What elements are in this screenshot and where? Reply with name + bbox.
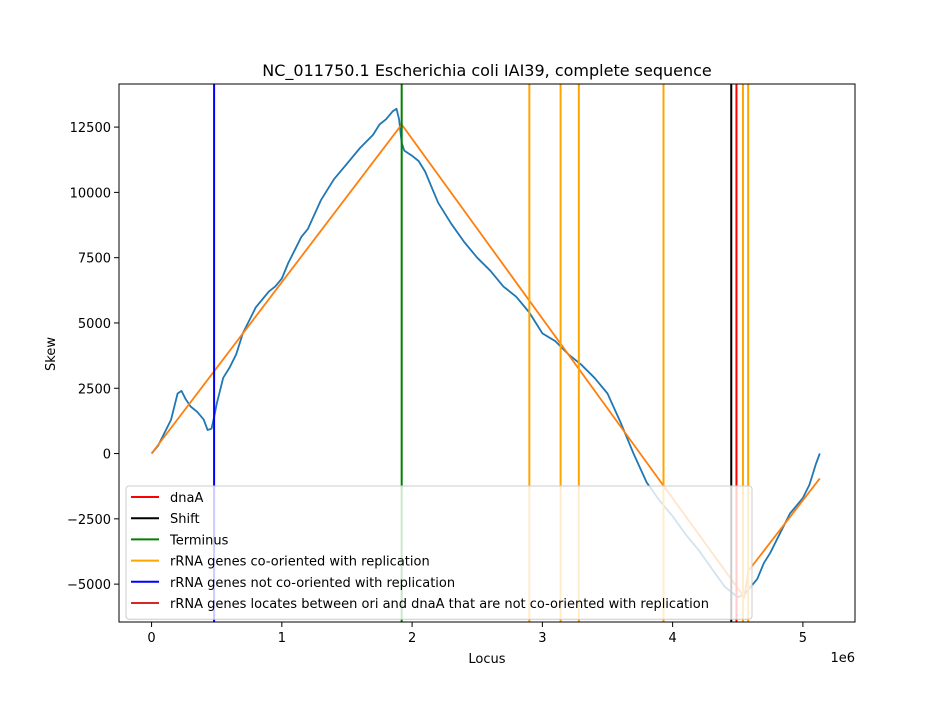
x-offset-label: 1e6 — [830, 651, 855, 666]
chart-title: NC_011750.1 Escherichia coli IAI39, comp… — [262, 61, 712, 81]
legend-label: rRNA genes locates between ori and dnaA … — [170, 597, 709, 612]
x-tick-label: 3 — [538, 631, 546, 646]
legend-label: rRNA genes not co-oriented with replicat… — [170, 576, 455, 591]
legend: dnaA Shift Terminus rRNA genes co-oriented … — [125, 485, 753, 620]
y-tick-label: 7500 — [78, 252, 111, 267]
x-axis: 0 1 2 3 4 5 — [147, 622, 807, 646]
x-tick-label: 4 — [668, 631, 676, 646]
x-axis-label: Locus — [468, 652, 505, 667]
x-tick-label: 5 — [799, 631, 807, 646]
legend-box — [125, 485, 753, 620]
x-tick-label: 1 — [278, 631, 286, 646]
x-tick-label: 2 — [408, 631, 416, 646]
legend-label: Shift — [170, 512, 200, 527]
legend-label: dnaA — [170, 491, 203, 506]
legend-label: rRNA genes co-oriented with replication — [170, 555, 430, 570]
y-tick-label: 5000 — [78, 317, 111, 332]
y-tick-label: 10000 — [70, 186, 111, 201]
legend-label: Terminus — [169, 533, 229, 548]
x-tick-label: 0 — [147, 631, 155, 646]
y-tick-label: 2500 — [78, 382, 111, 397]
y-tick-label: 12500 — [70, 121, 111, 136]
y-tick-label: 0 — [103, 448, 111, 463]
y-axis: −5000 −2500 0 2500 5000 7500 10000 12500 — [67, 121, 119, 593]
y-tick-label: −5000 — [67, 578, 111, 593]
y-tick-label: −2500 — [67, 513, 111, 528]
y-axis-label: Skew — [44, 337, 59, 371]
axes-frame — [118, 83, 856, 623]
